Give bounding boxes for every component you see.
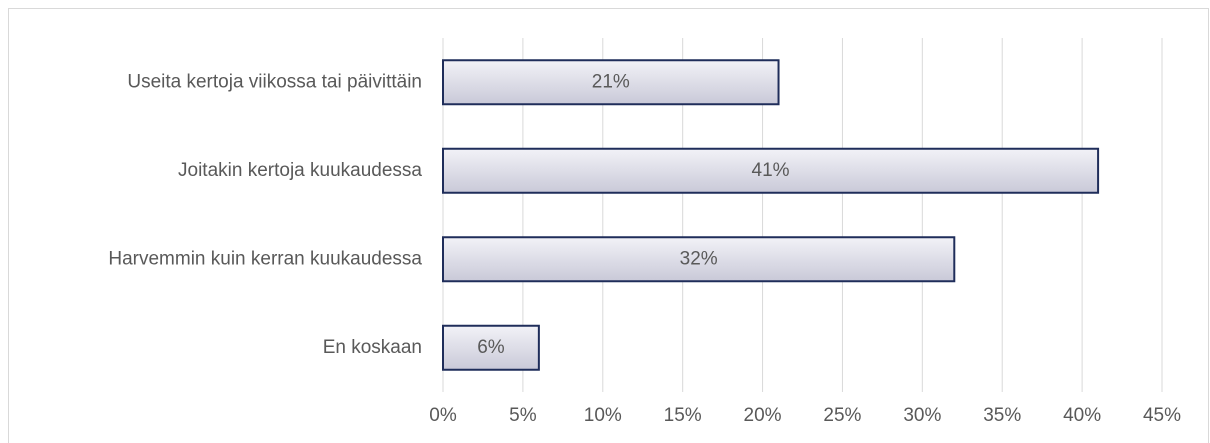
x-tick-label: 20% xyxy=(744,405,782,426)
data-label: 6% xyxy=(477,337,505,358)
x-tick-label: 45% xyxy=(1143,405,1181,426)
data-label: 41% xyxy=(752,160,790,181)
x-tick-label: 40% xyxy=(1063,405,1101,426)
x-tick-label: 35% xyxy=(983,405,1021,426)
x-tick-label: 15% xyxy=(664,405,702,426)
y-tick-label: En koskaan xyxy=(323,337,422,358)
data-label: 21% xyxy=(592,71,630,92)
y-tick-label: Harvemmin kuin kerran kuukaudessa xyxy=(108,248,422,269)
x-tick-label: 30% xyxy=(903,405,941,426)
x-tick-label: 25% xyxy=(823,405,861,426)
bar xyxy=(442,147,1100,194)
y-tick-label: Useita kertoja viikossa tai päivittäin xyxy=(127,71,422,92)
x-tick-label: 5% xyxy=(509,405,537,426)
chart-frame xyxy=(8,8,1209,443)
x-tick-label: 0% xyxy=(429,405,457,426)
marks: 21% 41% 32% 6% xyxy=(442,59,1100,371)
bar xyxy=(442,59,780,106)
x-tick-label: 10% xyxy=(584,405,622,426)
data-label: 32% xyxy=(680,248,718,269)
bar xyxy=(442,324,540,371)
y-tick-label: Joitakin kertoja kuukaudessa xyxy=(178,160,422,181)
bar xyxy=(442,236,956,283)
